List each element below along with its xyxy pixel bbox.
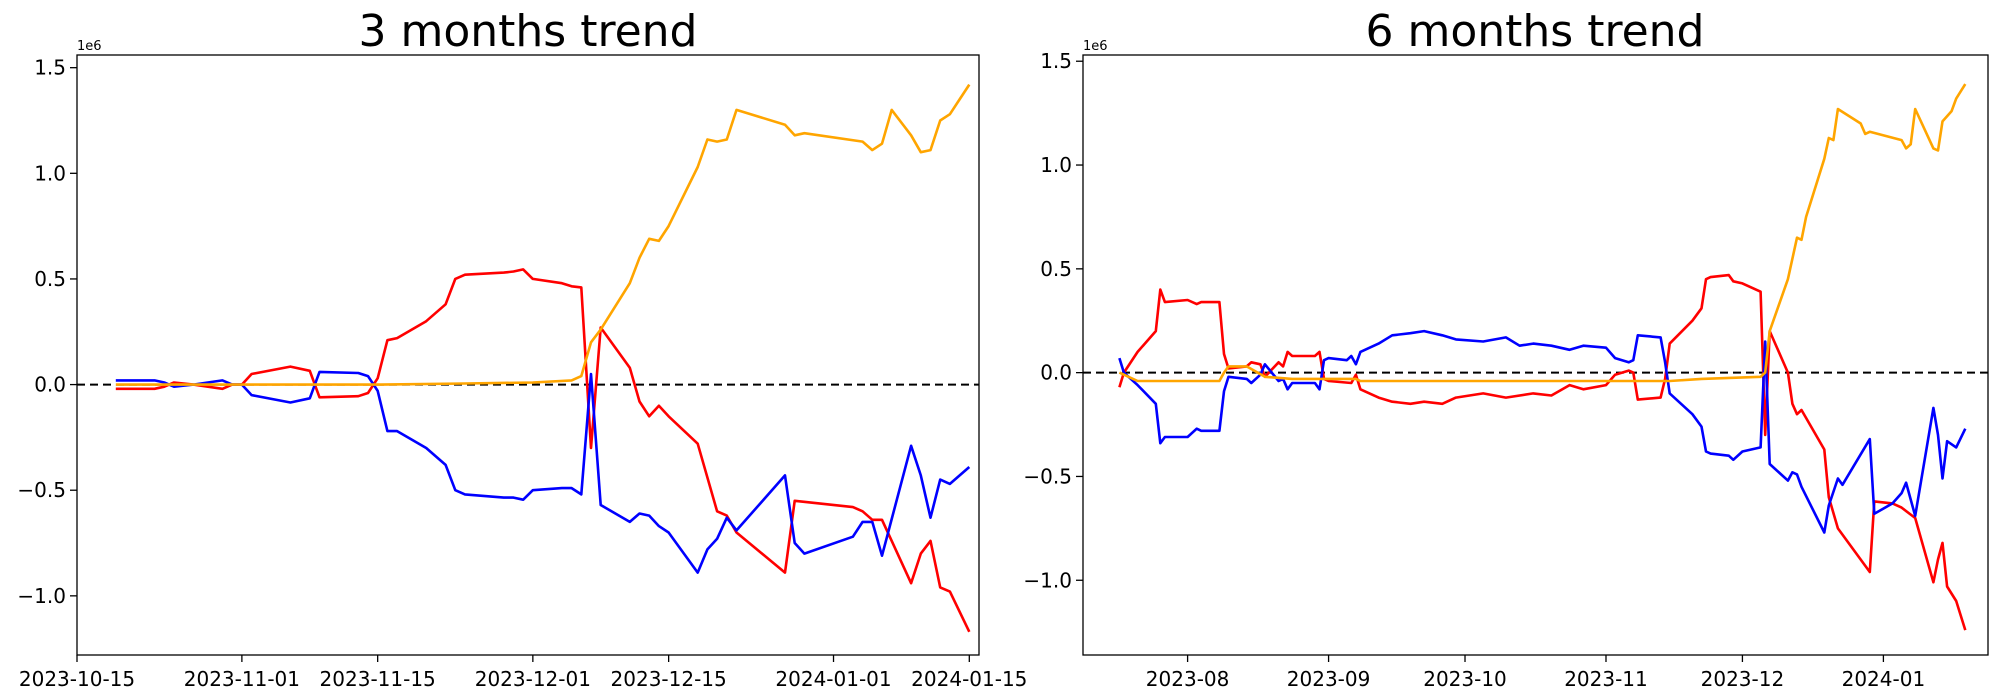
- right-chart-title: 6 months trend: [1366, 6, 1705, 57]
- right-chart: 6 months trend 1e6 −1.0−0.50.00.51.01.5 …: [1023, 6, 1989, 691]
- left-x-tick-label: 2023-11-01: [184, 667, 300, 691]
- right-series-lines: [1118, 83, 1967, 631]
- right-y-tick-label: 0.0: [1040, 361, 1072, 385]
- left-plot-frame: [76, 54, 980, 656]
- right-y-tick-label: 1.5: [1040, 49, 1072, 73]
- right-series-line-2: [1118, 329, 1967, 534]
- right-y-axis-ticks: −1.0 −0.5 0.0 0.5 1.0 1.5: [1023, 49, 1083, 592]
- right-y-tick-label: 1.0: [1040, 153, 1072, 177]
- right-y-tick-label: −1.0: [1023, 568, 1072, 592]
- left-chart-title: 3 months trend: [359, 6, 698, 57]
- left-x-tick-label: 2023-12-15: [611, 667, 727, 691]
- left-y-tick-label: 1.0: [34, 161, 66, 185]
- left-series-line-1: [115, 268, 971, 633]
- right-series-line-3: [1118, 83, 1967, 383]
- left-y-axis-ticks: −1.0 −0.5 0.0 0.5 1.0 1.5: [17, 56, 77, 608]
- left-y-tick-label: 1.5: [34, 56, 66, 80]
- right-y-tick-label: 0.5: [1040, 257, 1072, 281]
- left-y-tick-label: 0.5: [34, 267, 66, 291]
- left-y-tick-label: −0.5: [17, 478, 66, 502]
- left-y-tick-label: −1.0: [17, 584, 66, 608]
- left-x-tick-label: 2023-12-01: [475, 667, 591, 691]
- right-plot-frame: [1082, 54, 1989, 656]
- right-y-tick-label: −0.5: [1023, 464, 1072, 488]
- right-x-tick-label: 2023-08: [1146, 667, 1230, 691]
- left-x-tick-label: 2024-01-01: [775, 667, 891, 691]
- left-chart: 3 months trend 1e6 −1.0−0.50.00.51.01.5 …: [17, 6, 1027, 691]
- left-x-tick-label: 2023-10-15: [19, 667, 135, 691]
- left-x-tick-label: 2024-01-15: [911, 667, 1027, 691]
- right-x-tick-label: 2024-01: [1842, 667, 1926, 691]
- right-x-tick-label: 2023-12: [1701, 667, 1785, 691]
- right-y-scale-label: 1e6: [1083, 39, 1108, 54]
- right-x-tick-label: 2023-11: [1564, 667, 1648, 691]
- left-x-axis-ticks: 2023-10-15 2023-11-01 2023-11-15 2023-12-01…: [19, 655, 1027, 691]
- left-series-lines: [115, 83, 971, 633]
- right-x-tick-label: 2023-09: [1287, 667, 1371, 691]
- left-y-scale-label: 1e6: [77, 39, 102, 54]
- right-series-line-1: [1118, 273, 1967, 631]
- left-series-line-3: [115, 83, 971, 386]
- left-series-line-2: [115, 370, 971, 574]
- right-x-axis-ticks: 2023-08 2023-09 2023-10 2023-11 2023-12 2024-…: [1146, 655, 1925, 691]
- right-x-tick-label: 2023-10: [1423, 667, 1507, 691]
- left-x-tick-label: 2023-11-15: [320, 667, 436, 691]
- left-y-tick-label: 0.0: [34, 373, 66, 397]
